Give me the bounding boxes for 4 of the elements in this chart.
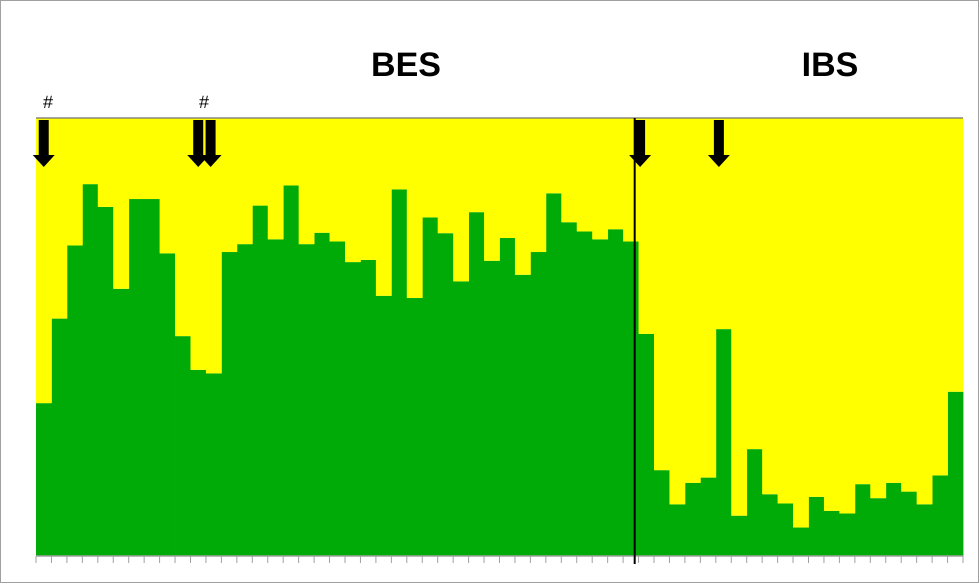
text: BES (371, 46, 441, 84)
text: IBS (802, 46, 858, 84)
text: # (198, 92, 210, 112)
text: # (42, 92, 54, 112)
